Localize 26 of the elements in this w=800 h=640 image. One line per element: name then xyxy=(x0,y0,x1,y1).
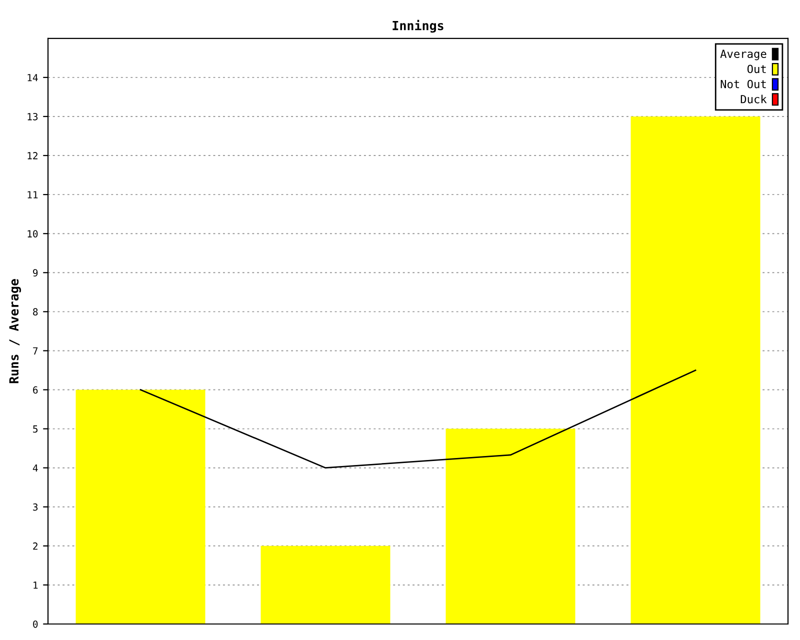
y-tick-label: 11 xyxy=(28,191,38,198)
legend-label: Duck xyxy=(740,94,767,104)
bar xyxy=(630,116,760,624)
legend-label: Not Out xyxy=(720,80,766,88)
y-tick-label: 3 xyxy=(33,503,38,511)
y-tick-label: 0 xyxy=(33,620,38,628)
y-axis-title: Runs / Average xyxy=(9,279,22,384)
y-tick-label: 7 xyxy=(33,347,38,354)
y-tick-label: 10 xyxy=(28,230,38,238)
bar xyxy=(76,390,206,624)
y-tick-label: 6 xyxy=(33,386,38,394)
y-tick-label: 5 xyxy=(33,425,38,433)
legend-label: Average xyxy=(720,50,766,60)
chart-title: Innings xyxy=(392,20,444,33)
y-tick-label: 9 xyxy=(33,269,38,276)
y-tick-label: 8 xyxy=(33,308,38,316)
bar xyxy=(260,546,390,624)
line-series xyxy=(140,370,696,469)
bar xyxy=(446,428,576,624)
legend-label: Out xyxy=(747,64,766,74)
y-tick-label: 14 xyxy=(28,74,38,82)
y-tick-label: 12 xyxy=(28,152,38,160)
y-tick-label: 1 xyxy=(34,582,38,589)
y-tick-label: 2 xyxy=(33,542,38,550)
y-tick-label: 4 xyxy=(32,464,38,472)
y-tick-label: 13 xyxy=(28,112,38,120)
